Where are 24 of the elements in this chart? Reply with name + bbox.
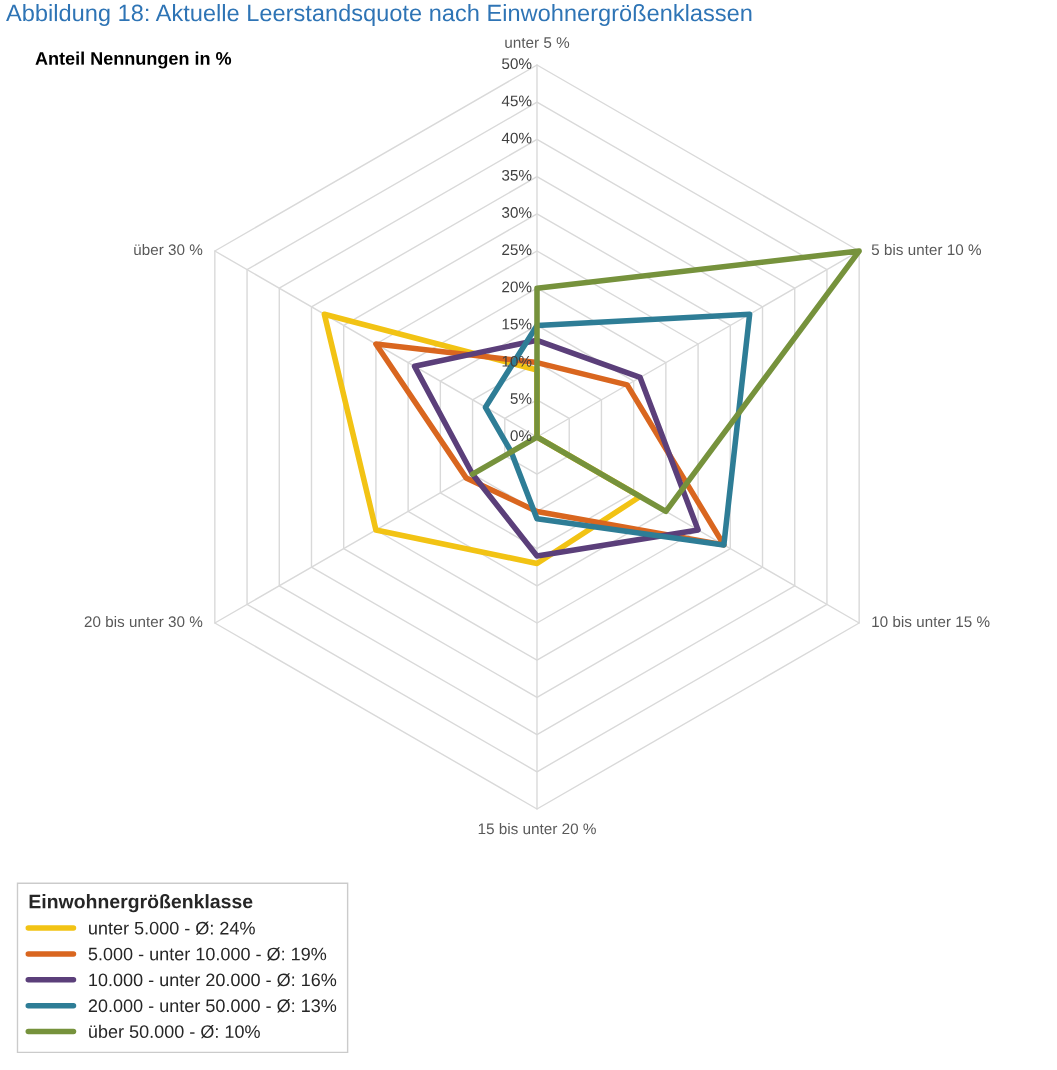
spoke-label: über 30 % (134, 243, 203, 256)
legend-title: Einwohnergrößenklasse (29, 894, 253, 913)
y-tick-label: 25% (502, 244, 532, 256)
legend-label: 20.000 - unter 50.000 - Ø: 13% (88, 999, 337, 1013)
y-tick-label: 15% (502, 318, 532, 330)
spoke-label: 10 bis unter 15 % (872, 615, 990, 628)
legend-label: unter 5.000 - Ø: 24% (89, 921, 255, 935)
y-tick-label: 20% (502, 281, 532, 293)
y-tick-label: 30% (502, 207, 532, 218)
legend-label: 10.000 - unter 20.000 - Ø: 16% (89, 973, 337, 987)
y-tick-label: 5% (510, 393, 532, 404)
y-tick-label: 45% (501, 95, 532, 107)
y-tick-label: 0% (510, 430, 532, 442)
spoke-label: 15 bis unter 20 % (478, 823, 596, 835)
y-tick-label: 35% (502, 169, 532, 181)
text: Anteil Nennungen in % (35, 51, 232, 69)
y-tick-label: 50% (502, 58, 532, 70)
legend-label: über 50.000 - Ø: 10% (89, 1024, 260, 1039)
chart-title: Abbildung 18: Aktuelle Leerstandsquote nach Einwohnergrößenklassen (6, 4, 752, 27)
legend-label: 5.000 - unter 10.000 - Ø: 19% (88, 947, 327, 961)
spoke-label: unter 5 % (505, 37, 570, 48)
spoke-label: 5 bis unter 10 % (871, 243, 982, 256)
spoke-label: 20 bis unter 30 % (84, 615, 203, 628)
y-tick-label: 40% (501, 132, 532, 144)
